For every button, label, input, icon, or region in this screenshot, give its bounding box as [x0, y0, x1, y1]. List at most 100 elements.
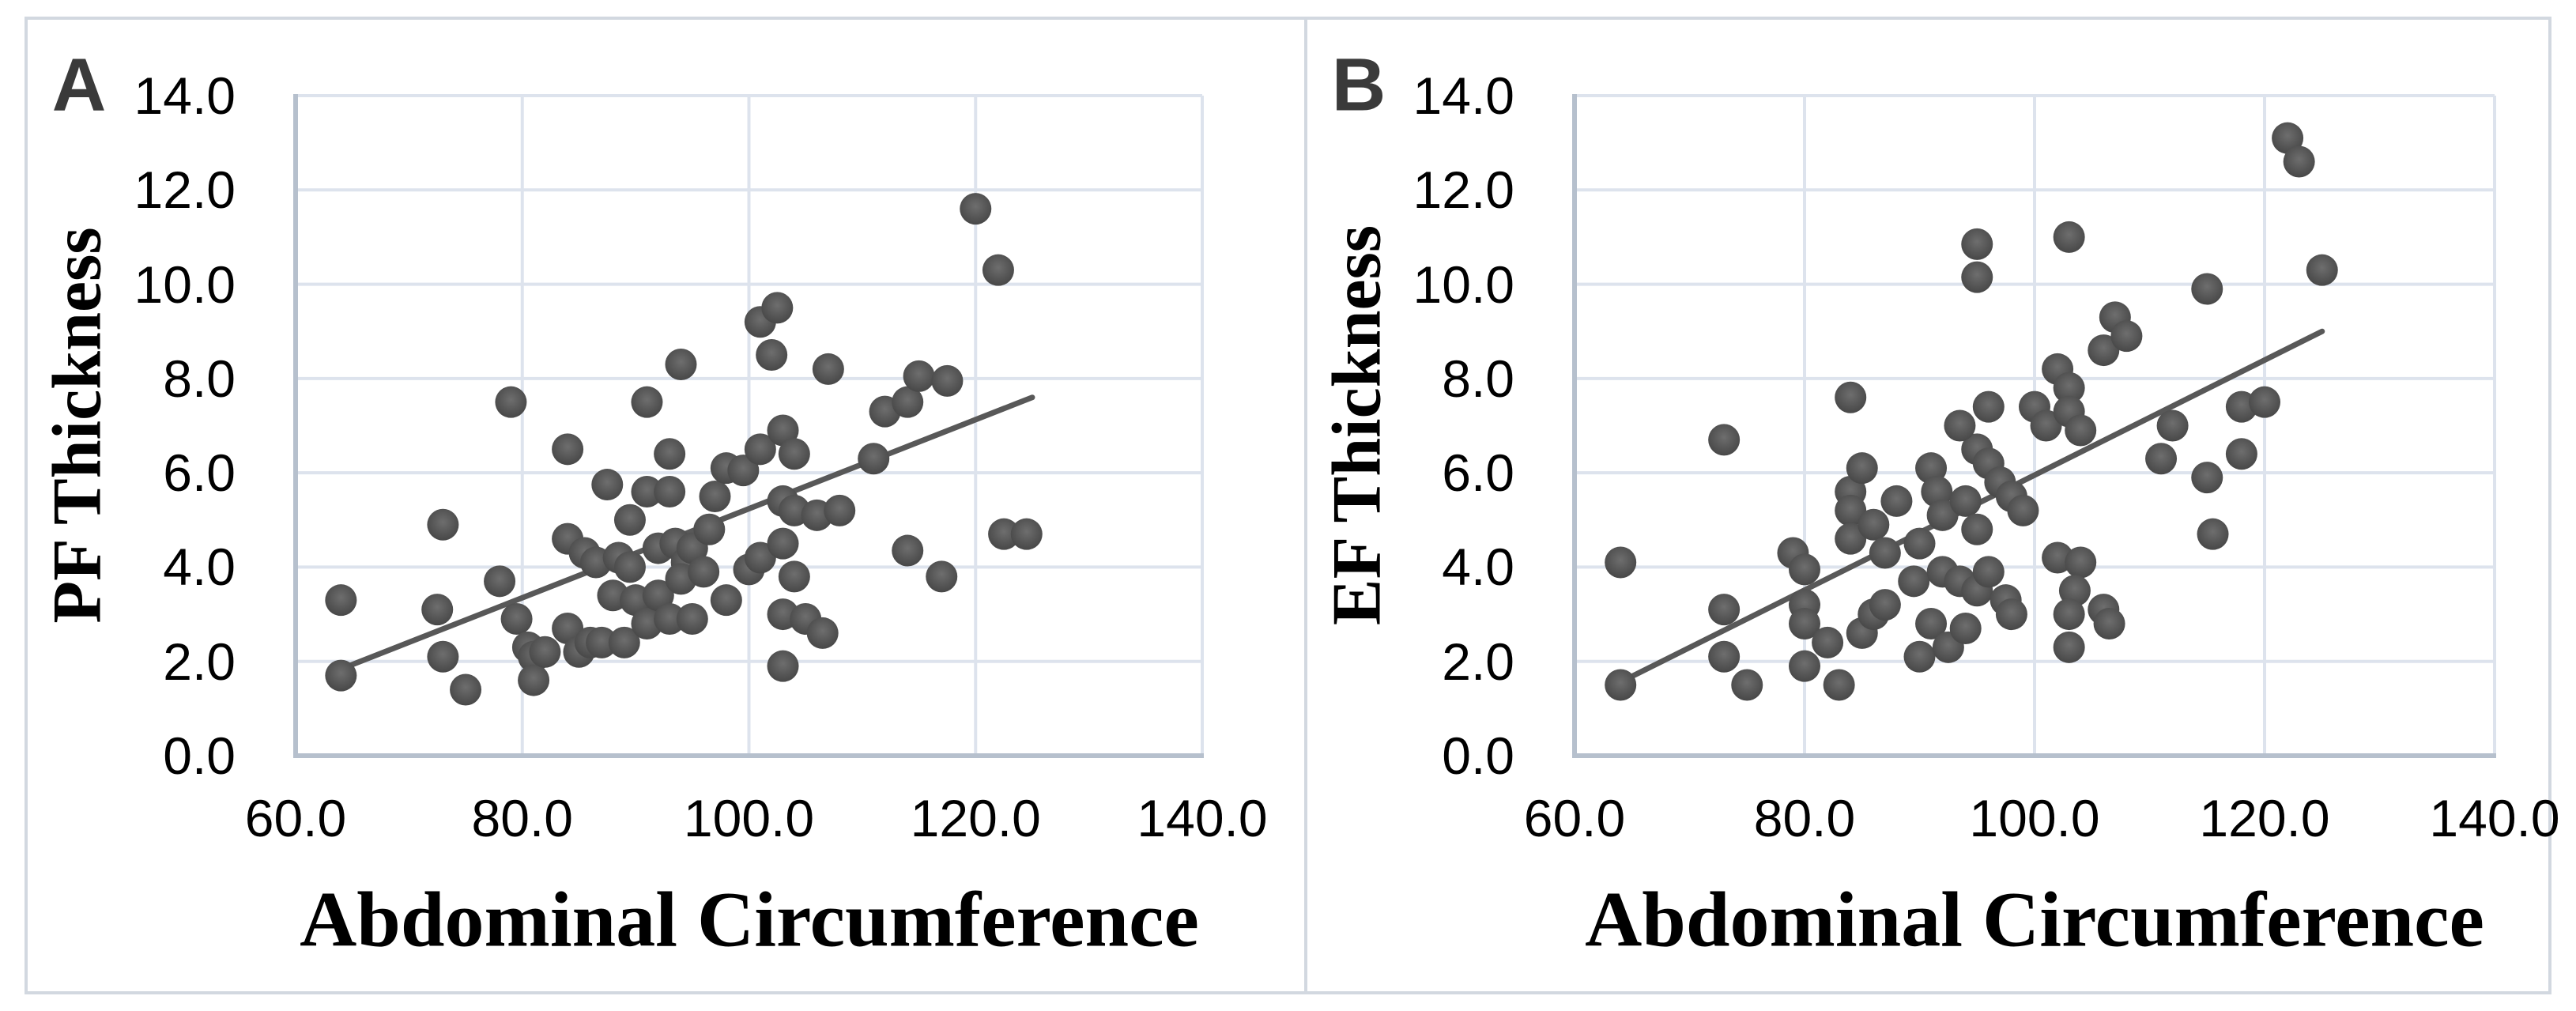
data-point — [1605, 669, 1637, 701]
data-point — [1961, 513, 1993, 545]
data-point — [631, 476, 663, 507]
panel-b-x-axis-title: Abdominal Circumference — [1585, 875, 2484, 964]
data-point — [2145, 443, 2178, 475]
data-point — [2007, 494, 2039, 526]
data-point — [892, 386, 924, 418]
panel-a-x-axis-title: Abdominal Circumference — [300, 875, 1199, 964]
data-point — [767, 650, 799, 682]
data-point — [1708, 640, 1741, 673]
data-point — [613, 504, 646, 536]
data-point — [727, 455, 760, 487]
data-point — [325, 584, 357, 617]
data-point — [613, 551, 646, 583]
data-point — [2088, 334, 2120, 367]
y-tick-label: 6.0 — [1442, 443, 1514, 503]
data-point — [1915, 608, 1948, 639]
data-point — [699, 480, 731, 512]
panel-a-label: A — [51, 43, 107, 127]
data-point — [1995, 598, 2027, 631]
data-point — [744, 433, 776, 466]
data-point — [2249, 386, 2280, 418]
data-point — [2110, 320, 2143, 353]
data-point — [586, 626, 618, 658]
data-point — [2156, 409, 2189, 442]
data-point — [2272, 122, 2304, 154]
data-point — [427, 508, 459, 541]
data-point — [1972, 556, 2005, 588]
data-point — [1835, 494, 1867, 526]
data-point — [2030, 409, 2062, 442]
x-tick-label: 100.0 — [683, 789, 815, 847]
figure-frame — [25, 17, 2551, 994]
data-point — [1972, 390, 2005, 423]
data-point — [421, 594, 454, 626]
data-point — [931, 364, 964, 397]
x-tick-label: 120.0 — [2199, 789, 2330, 847]
data-point — [1898, 565, 1930, 598]
x-tick-label: 80.0 — [1753, 789, 1856, 847]
data-point — [1605, 546, 1637, 579]
data-point — [1812, 626, 1844, 658]
y-tick-label: 2.0 — [163, 632, 236, 691]
data-point — [1880, 485, 1913, 517]
data-point — [710, 584, 742, 617]
data-point — [495, 386, 527, 418]
y-tick-label: 14.0 — [1412, 66, 1514, 125]
data-point — [665, 348, 697, 380]
data-point — [2065, 546, 2097, 579]
data-point — [427, 640, 459, 673]
data-point — [1903, 640, 1936, 673]
data-point — [2306, 254, 2338, 286]
data-point — [450, 673, 482, 706]
y-tick-label: 0.0 — [1442, 726, 1514, 785]
data-point — [812, 353, 844, 385]
data-point — [982, 254, 1014, 286]
data-point — [529, 636, 561, 668]
data-point — [778, 560, 810, 593]
data-point — [767, 414, 799, 447]
x-tick-label: 120.0 — [910, 789, 1041, 847]
y-tick-label: 0.0 — [163, 726, 236, 785]
data-point — [1823, 669, 1855, 701]
y-tick-label: 12.0 — [134, 160, 236, 220]
data-point — [654, 438, 686, 470]
data-point — [1835, 522, 1867, 555]
data-point — [761, 292, 794, 324]
data-point — [1949, 612, 1982, 644]
data-point — [1708, 424, 1741, 456]
data-point — [654, 603, 686, 636]
y-tick-label: 4.0 — [163, 538, 236, 597]
data-point — [552, 433, 584, 466]
data-point — [1961, 228, 1993, 260]
data-point — [1949, 485, 1982, 517]
data-point — [988, 518, 1020, 550]
data-point — [642, 579, 674, 612]
data-point — [1708, 594, 1741, 626]
data-point — [2191, 462, 2223, 494]
data-point — [1869, 589, 1901, 621]
data-point — [1789, 608, 1820, 639]
data-point — [2191, 273, 2223, 305]
panel-b-plot-area — [1572, 94, 2496, 758]
x-tick-label: 80.0 — [471, 789, 573, 847]
data-point — [1921, 476, 1953, 507]
data-point — [552, 612, 584, 644]
data-point — [806, 617, 839, 649]
data-point — [500, 603, 533, 636]
panel-a-y-axis-title: PF Thickness — [39, 227, 116, 624]
data-point — [2197, 518, 2229, 550]
y-tick-label: 4.0 — [1442, 538, 1514, 597]
data-point — [1789, 650, 1820, 682]
data-point — [1926, 499, 1959, 531]
figure-border — [25, 17, 2551, 994]
data-point — [518, 664, 550, 696]
data-point — [1731, 669, 1763, 701]
data-point — [631, 386, 663, 418]
data-point — [608, 626, 640, 658]
data-point — [591, 469, 624, 501]
y-tick-label: 8.0 — [163, 349, 236, 408]
data-point — [892, 534, 924, 567]
data-point — [1789, 553, 1820, 586]
data-point — [2053, 598, 2085, 631]
